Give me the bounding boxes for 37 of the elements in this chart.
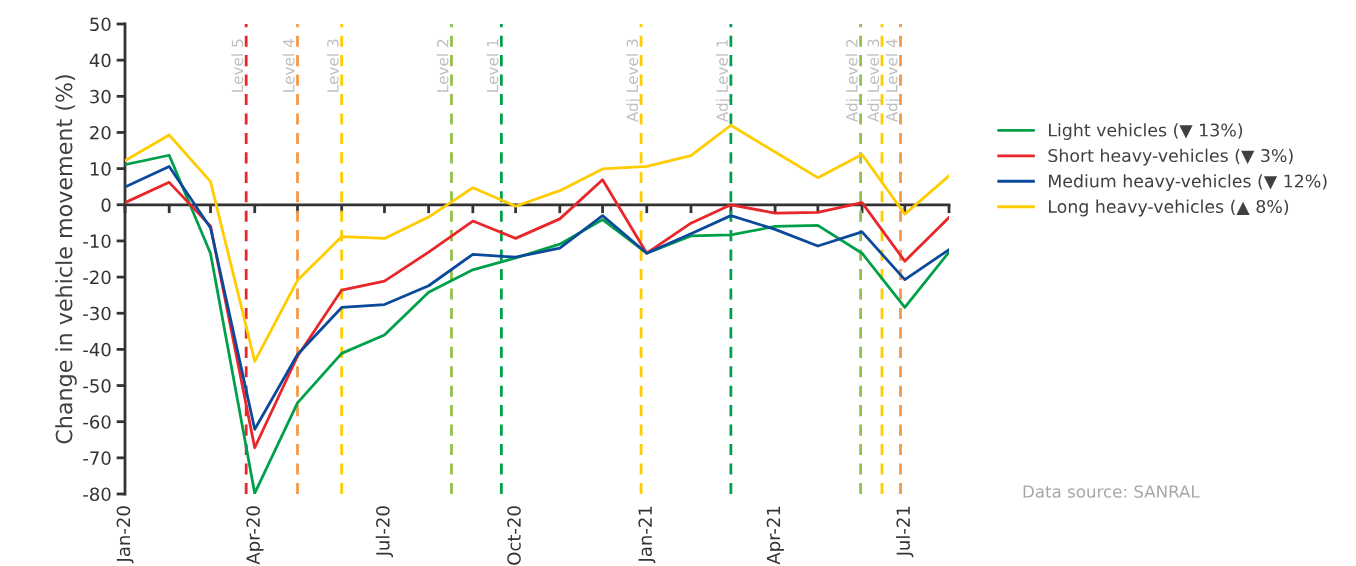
y-tick-label: 10	[90, 162, 111, 176]
x-tick-label: Oct-20	[507, 506, 521, 565]
ref-line-label: Level 5	[231, 39, 244, 92]
y-axis-title: Change in vehicle movement (%)	[55, 75, 77, 444]
ref-line-label: Level 1	[486, 39, 499, 92]
y-tick-label: -40	[83, 342, 111, 357]
y-tick-label: -80	[83, 487, 111, 502]
y-tick-label: -30	[83, 306, 111, 321]
legend-label: Light vehicles (▼ 13%)	[1049, 123, 1243, 140]
legend-label: Medium heavy-vehicles (▼ 12%)	[1049, 174, 1327, 191]
ref-line-label: Adj Level 1	[716, 39, 731, 123]
y-tick-label: -10	[83, 234, 111, 249]
y-tick-label: 20	[90, 125, 111, 140]
x-tick-label: Jan-21	[638, 506, 656, 564]
legend-label: Short heavy-vehicles (▼ 3%)	[1048, 148, 1293, 166]
y-tick-label: 30	[90, 89, 111, 104]
x-tick-label: Jan-20	[116, 506, 134, 564]
ref-line-label: Level 3	[326, 39, 339, 92]
y-tick-label: -70	[83, 451, 111, 465]
y-tick-label: 50	[90, 17, 111, 32]
y-tick-label: -60	[83, 415, 111, 429]
y-tick-label: 40	[89, 53, 111, 68]
x-tick-label: Apr-20	[246, 506, 264, 565]
x-tick-label: Apr-21	[766, 506, 784, 565]
source-note: Data source: SANRAL	[1023, 485, 1200, 498]
x-tick-label: Jul-20	[375, 506, 394, 558]
ref-line-label: Adj Level 3	[626, 39, 642, 123]
y-tick-label: -50	[83, 379, 111, 393]
y-tick-label: -20	[83, 270, 111, 285]
ref-line-label: Adj Level 4	[885, 39, 901, 123]
legend-label: Long heavy-vehicles (▲ 8%)	[1049, 199, 1289, 217]
ref-line-label: Level 4	[282, 39, 295, 92]
ref-line-label: Adj Level 3	[867, 39, 882, 123]
ref-line-label: Level 2	[436, 39, 449, 92]
y-tick-label: 0	[101, 198, 111, 212]
ref-line-label: Adj Level 2	[845, 39, 861, 123]
x-tick-label: Jul-21	[896, 506, 914, 558]
